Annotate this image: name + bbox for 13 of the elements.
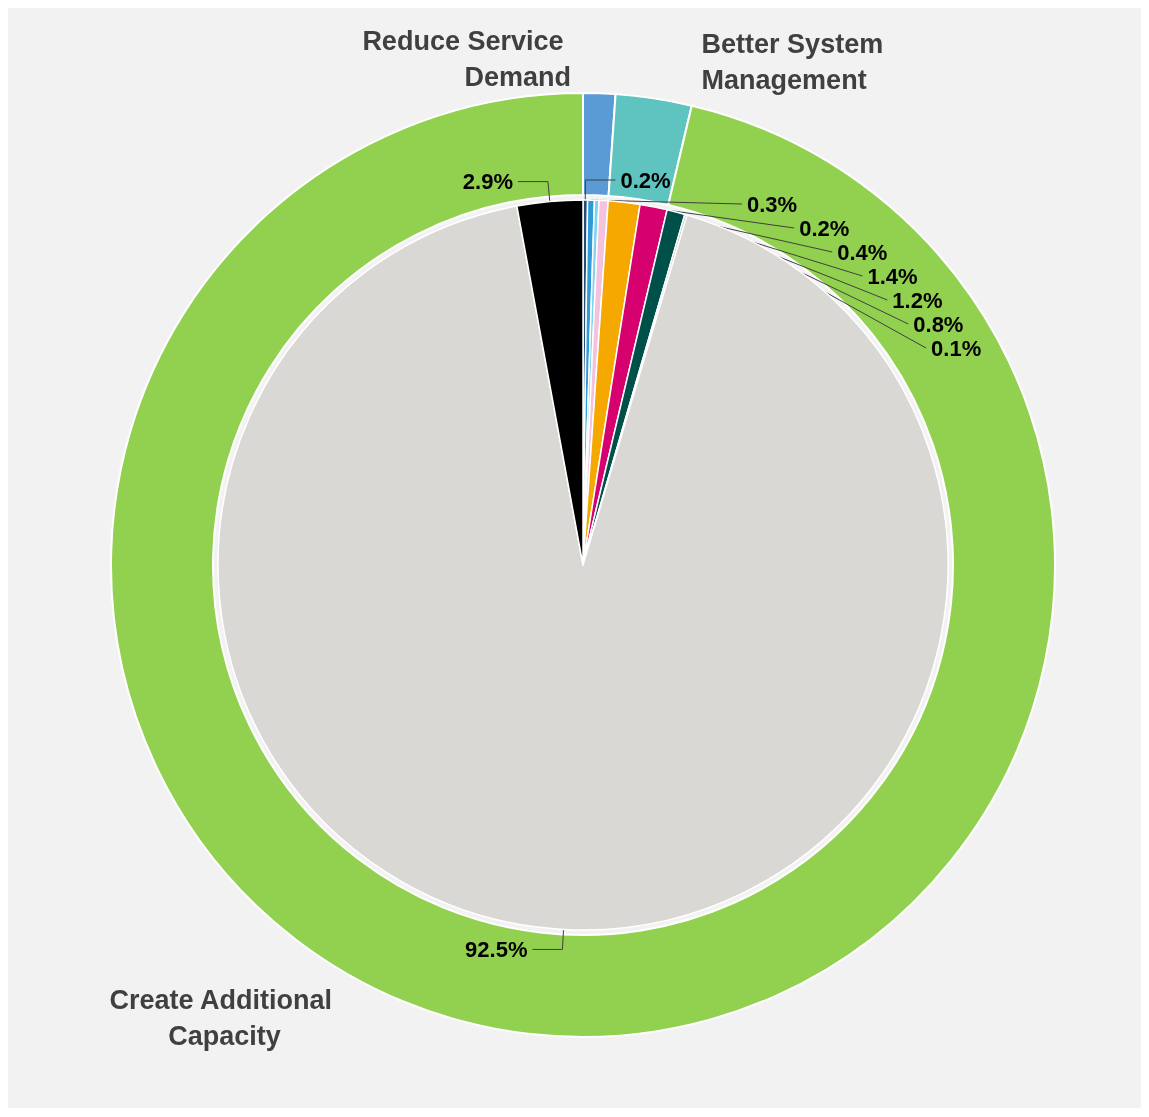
- data-label: 0.3%: [746, 191, 798, 217]
- data-label: 92.5%: [465, 936, 528, 962]
- data-label: 2.9%: [462, 169, 513, 195]
- slice-label: Create Additional Capacity: [109, 984, 332, 1051]
- slice-label: Reduce Service Demand: [362, 26, 571, 92]
- slice-label: Better System Management: [701, 28, 891, 95]
- data-label: 0.4%: [837, 239, 888, 265]
- data-label: 0.2%: [620, 167, 671, 193]
- data-label: 0.2%: [799, 215, 850, 241]
- data-label: 1.2%: [892, 287, 943, 313]
- data-label: 0.1%: [931, 335, 982, 361]
- data-label: 0.8%: [913, 311, 964, 337]
- data-label: 1.4%: [867, 263, 918, 289]
